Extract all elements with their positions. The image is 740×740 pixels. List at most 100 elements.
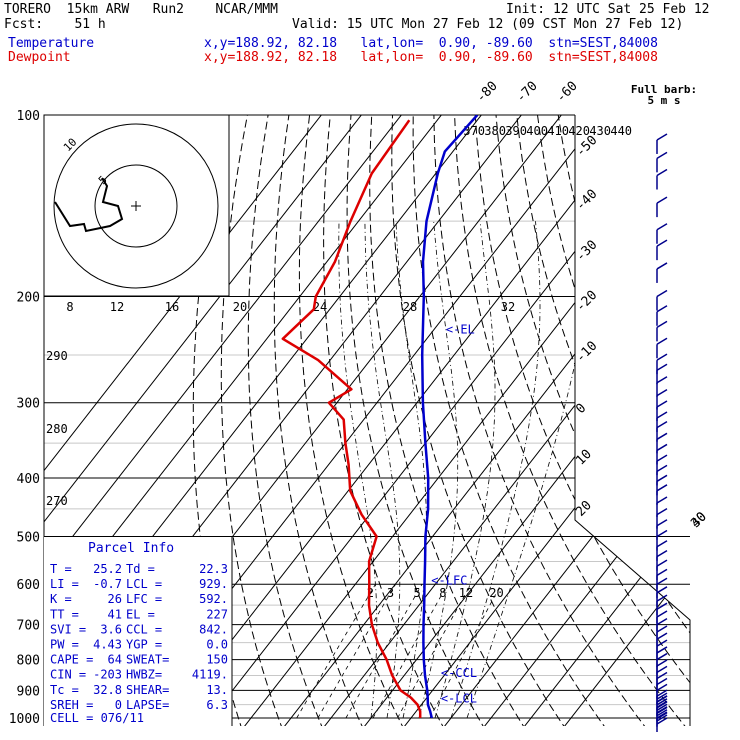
parcel-value: 4119.: [192, 668, 228, 682]
parcel-key: SREH =: [50, 698, 93, 712]
barb-flag: [656, 698, 668, 706]
parcel-key: CAPE =: [50, 653, 93, 667]
parcel-value: 0.0: [206, 638, 228, 652]
barb-flag: [656, 617, 668, 626]
dry-adiabat: [493, 115, 690, 726]
parcel-key: Td =: [126, 562, 155, 576]
dry-adiabat: [412, 115, 608, 726]
parcel-key: K =: [50, 592, 72, 606]
hodo-speed-tick: 8: [66, 300, 73, 314]
barb-flag: [656, 695, 668, 703]
barb-flag: [656, 692, 668, 700]
barb-flag: [656, 376, 668, 384]
barb-flag: [656, 683, 668, 692]
pressure-tick-label: 900: [17, 684, 40, 699]
isotherm-label: 10: [573, 447, 595, 469]
isotherm-label: 0: [573, 401, 589, 417]
parcel-key: PW =: [50, 638, 79, 652]
level-label-lfc: <-LFC: [431, 574, 467, 588]
hodo-speed-tick: 24: [313, 300, 327, 314]
barb-flag: [656, 706, 668, 714]
mixing-ratio-label: 3: [387, 586, 394, 600]
wind-barb: [656, 353, 668, 375]
barb-flag: [656, 474, 668, 482]
isotherm-label: 40: [688, 509, 710, 531]
wind-barb: [656, 196, 668, 218]
hodo-speed-tick: 28: [403, 300, 417, 314]
hodograph-trace: [54, 177, 124, 233]
parcel-value: 150: [206, 653, 228, 667]
wind-barb: [656, 443, 668, 465]
barb-flag: [656, 496, 668, 504]
wind-barb: [656, 239, 668, 261]
parcel-value: 32.8: [93, 683, 122, 697]
barb-flag: [656, 586, 668, 594]
moist-adiabat: [364, 221, 401, 719]
isotherm-label: -40: [573, 187, 600, 214]
barb-flag: [656, 689, 668, 697]
theta-label: 420: [568, 124, 590, 138]
barb-flag: [656, 559, 668, 567]
parcel-key: T =: [50, 562, 72, 576]
theta-label: 380: [484, 124, 506, 138]
hodo-speed-tick: 32: [501, 300, 515, 314]
parcel-value: 3.6: [100, 622, 122, 636]
moist-adiabat: [338, 221, 378, 719]
mixing-ratio-line: [317, 583, 396, 719]
dewpoint-profile: [281, 119, 422, 718]
isotherm-line: [200, 115, 690, 726]
init-time: Init: 12 UTC Sat 25 Feb 12: [506, 2, 710, 17]
parcel-value: 41: [108, 607, 122, 621]
isotherm-label: -10: [573, 339, 600, 366]
isotherm-line: [440, 115, 690, 726]
barb-flag: [656, 659, 668, 667]
barb-flag: [656, 421, 668, 429]
parcel-key: CIN =: [50, 668, 86, 682]
barb-flag: [656, 709, 668, 717]
theta-side-label: 280: [46, 422, 68, 436]
barb-flag: [656, 610, 668, 618]
isotherm-line: [520, 115, 690, 726]
barb-flag: [656, 388, 668, 397]
hodo-ring-5: [94, 164, 178, 248]
dry-adiabat: [594, 115, 690, 726]
pressure-tick-label: 700: [17, 619, 40, 634]
barb-flag: [656, 400, 668, 408]
barb-flag: [656, 568, 668, 576]
dry-adiabat: [247, 115, 325, 726]
dry-adiabat: [433, 115, 649, 726]
isotherm-label: -20: [573, 288, 600, 315]
hodo-ring-10: [53, 123, 219, 289]
wind-barb: [656, 363, 668, 385]
moist-adiabat: [466, 221, 596, 719]
barb-flag: [656, 717, 668, 725]
dry-adiabat: [346, 115, 487, 726]
parcel-key: SWEAT=: [126, 653, 169, 667]
isotherm-line: [44, 115, 384, 726]
wind-barb: [656, 320, 668, 342]
dry-adiabat: [473, 115, 690, 726]
pressure-tick-label: 100: [17, 109, 40, 124]
parcel-key: HWBZ=: [126, 668, 162, 682]
dry-adiabat: [391, 115, 568, 726]
isotherm-line: [280, 115, 690, 726]
mixing-ratio-label: 8: [439, 586, 446, 600]
barb-flag: [656, 671, 668, 680]
parcel-value: 929.: [199, 577, 228, 591]
parcel-key: SVI =: [50, 622, 86, 636]
parcel-value: 64: [108, 653, 122, 667]
wind-barb: [656, 305, 668, 326]
parcel-key: Tc =: [50, 683, 79, 697]
barb-flag: [656, 594, 668, 602]
parcel-key: CCL =: [126, 622, 162, 636]
wind-barb: [656, 168, 668, 190]
model-title: TORERO 15km ARW Run2 NCAR/MMM: [4, 2, 278, 17]
hodo-speed-tick: 16: [165, 300, 179, 314]
wind-barb: [656, 454, 668, 476]
theta-label: 390: [505, 124, 527, 138]
barb-legend-title: Full barb:: [631, 83, 697, 96]
parcel-info-box: [44, 537, 232, 726]
parcel-value: 4.43: [93, 638, 122, 652]
